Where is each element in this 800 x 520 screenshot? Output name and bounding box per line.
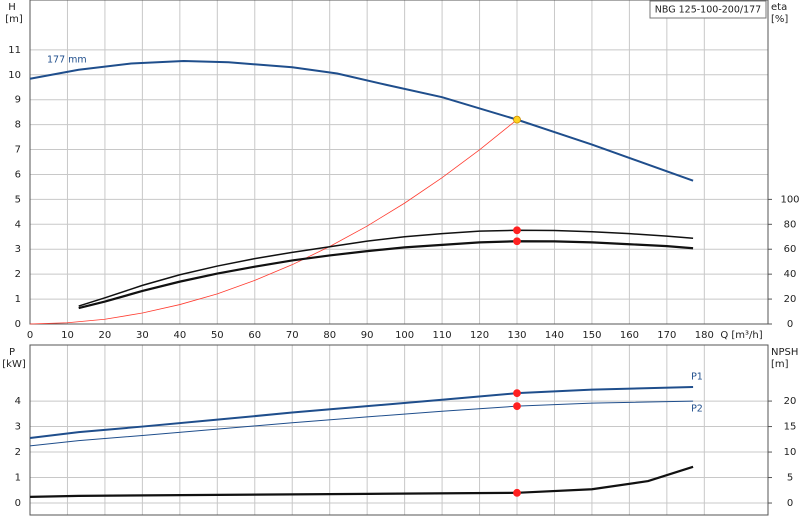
y2-axis-unit: [m] <box>771 359 789 370</box>
y2-tick-label: 0 <box>787 319 793 330</box>
y-tick-label: 0 <box>15 319 21 330</box>
curve <box>29 119 518 325</box>
y-tick-label: 2 <box>15 447 21 458</box>
x-tick-label: 100 <box>395 330 414 341</box>
curve <box>29 400 694 447</box>
y-tick-label: 5 <box>15 194 21 205</box>
y-tick-label: 6 <box>15 169 21 180</box>
y2-tick-label: 100 <box>780 194 799 205</box>
curve <box>29 465 694 498</box>
plot-frame <box>29 0 769 325</box>
y-tick-label: 11 <box>8 45 21 56</box>
chart-title: NBG 125-100-200/177 <box>655 5 761 16</box>
x-tick-label: 110 <box>433 330 452 341</box>
y2-axis-title: eta <box>771 2 787 13</box>
curve-label: 177 mm <box>47 55 87 66</box>
y-axis-title: P <box>9 347 15 358</box>
y2-tick-label: 10 <box>784 447 797 458</box>
x-tick-label: 170 <box>657 330 676 341</box>
y2-tick-label: 20 <box>784 294 797 305</box>
curve-label: P2 <box>691 404 703 415</box>
x-tick-label: 20 <box>99 330 112 341</box>
duty-point <box>513 402 521 411</box>
duty-point <box>513 488 521 497</box>
y-axis-unit: [kW] <box>2 359 26 370</box>
y2-axis-unit: [%] <box>771 14 788 25</box>
y2-tick-label: 80 <box>784 219 797 230</box>
curve <box>78 229 694 307</box>
y-tick-label: 0 <box>15 498 21 509</box>
x-tick-label: 90 <box>361 330 374 341</box>
y-tick-label: 2 <box>15 269 21 280</box>
x-tick-label: 120 <box>470 330 489 341</box>
x-tick-label: 80 <box>323 330 336 341</box>
x-tick-label: 60 <box>248 330 261 341</box>
y2-tick-label: 15 <box>784 422 797 433</box>
y2-tick-label: 0 <box>787 498 793 509</box>
y-tick-label: 8 <box>15 120 21 131</box>
curve <box>29 386 694 440</box>
plot-frame <box>29 344 769 516</box>
x-axis-title: Q [m³/h] <box>720 330 762 341</box>
y2-tick-label: 20 <box>784 396 797 407</box>
y-tick-label: 4 <box>15 219 21 230</box>
y2-tick-label: 5 <box>787 473 793 484</box>
y-tick-label: 4 <box>15 396 21 407</box>
y-tick-label: 7 <box>15 145 21 156</box>
y-tick-label: 3 <box>15 244 21 255</box>
y2-axis-title: NPSH <box>771 347 798 358</box>
y-tick-label: 3 <box>15 422 21 433</box>
y2-tick-label: 60 <box>784 244 797 255</box>
x-tick-label: 70 <box>286 330 299 341</box>
curve-label: P1 <box>691 372 703 383</box>
x-tick-label: 140 <box>545 330 564 341</box>
y-tick-label: 9 <box>15 95 21 106</box>
y-axis-unit: [m] <box>5 14 23 25</box>
y-tick-label: 1 <box>15 294 21 305</box>
x-tick-label: 180 <box>695 330 714 341</box>
x-tick-label: 160 <box>620 330 639 341</box>
x-tick-label: 10 <box>61 330 74 341</box>
curve <box>29 60 694 182</box>
x-tick-label: 40 <box>173 330 186 341</box>
duty-point <box>513 237 521 246</box>
x-tick-label: 50 <box>211 330 224 341</box>
x-tick-label: 150 <box>582 330 601 341</box>
y2-tick-label: 40 <box>784 269 797 280</box>
y-tick-label: 10 <box>8 70 21 81</box>
x-tick-label: 130 <box>507 330 526 341</box>
curve <box>78 240 694 310</box>
duty-point <box>513 115 521 124</box>
duty-point <box>513 226 521 235</box>
title-box <box>649 0 767 19</box>
x-tick-label: 30 <box>136 330 149 341</box>
duty-point <box>513 389 521 398</box>
x-tick-label: 0 <box>27 330 33 341</box>
y-axis-title: H <box>8 2 16 13</box>
y-tick-label: 1 <box>15 473 21 484</box>
